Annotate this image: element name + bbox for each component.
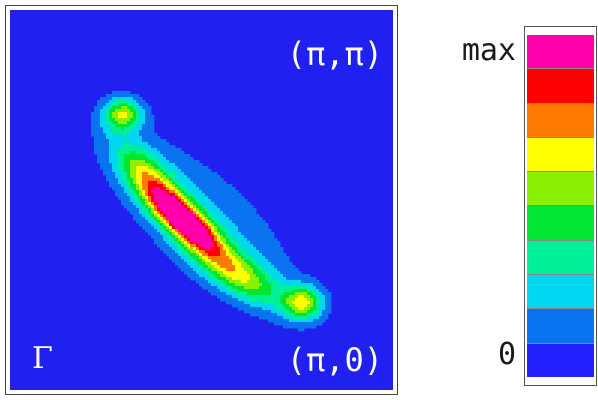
label-pi-0: (π,0) bbox=[286, 341, 383, 379]
colorbar-step-9 bbox=[527, 68, 594, 103]
colorbar-step-4 bbox=[527, 239, 594, 275]
colorbar-max-label: max bbox=[461, 33, 516, 68]
colorbar-step-7 bbox=[527, 136, 594, 172]
colorbar-step-3 bbox=[527, 274, 594, 309]
colorbar bbox=[524, 26, 597, 386]
colorbar-min-label: 0 bbox=[497, 337, 516, 372]
label-gamma: Γ bbox=[32, 341, 53, 376]
colorbar-step-1 bbox=[527, 342, 594, 377]
colorbar-step-2 bbox=[527, 308, 594, 343]
colorbar-step-10 bbox=[527, 35, 594, 69]
heatmap-plot: (π,π) (π,0) Γ bbox=[5, 5, 398, 395]
label-pi-pi: (π,π) bbox=[286, 35, 383, 73]
heatmap-cells bbox=[91, 91, 332, 332]
colorbar-step-6 bbox=[527, 171, 594, 206]
heatmap-image bbox=[10, 10, 393, 390]
colorbar-steps bbox=[527, 35, 594, 377]
colorbar-step-5 bbox=[527, 205, 594, 240]
colorbar-step-8 bbox=[527, 102, 594, 137]
